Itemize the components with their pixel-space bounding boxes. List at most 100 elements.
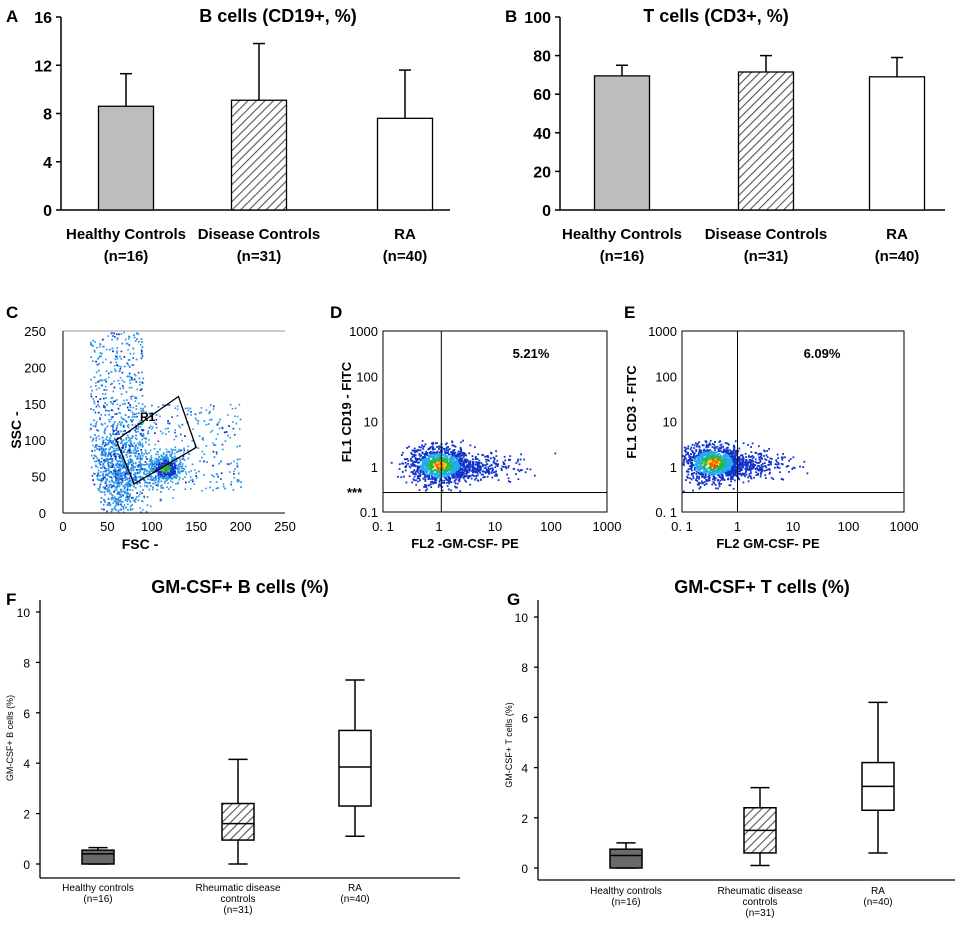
scatter-dot [408, 475, 411, 478]
scatter-dot [703, 454, 706, 457]
scatter-dot [453, 444, 456, 447]
scatter-dot [111, 484, 114, 487]
scatter-dot [157, 479, 160, 482]
scatter-dot [124, 414, 127, 416]
scatter-dot [461, 457, 464, 460]
scatter-dot [123, 472, 126, 474]
scatter-dot [458, 478, 460, 481]
scatter-dot [432, 476, 435, 479]
scatter-dot [123, 486, 126, 488]
scatter-dot [114, 476, 117, 478]
scatter-dot [730, 455, 733, 458]
scatter-dot [174, 472, 176, 475]
scatter-dot [113, 470, 115, 472]
scatter-dot [447, 446, 449, 448]
scatter-dot [201, 450, 204, 453]
scatter-dot [459, 465, 462, 468]
scatter-dot [159, 476, 161, 479]
scatter-dot [422, 461, 424, 464]
scatter-dot [477, 468, 479, 471]
scatter-dot [451, 452, 454, 455]
scatter-dot [777, 462, 780, 464]
scatter-dot [116, 425, 118, 427]
scatter-dot [139, 477, 142, 480]
scatter-dot [519, 458, 522, 461]
scatter-dot [103, 445, 106, 447]
scatter-dot [125, 468, 128, 471]
scatter-dot [188, 453, 190, 455]
scatter-dot [182, 451, 185, 454]
scatter-dot [445, 447, 447, 450]
scatter-dot [101, 446, 103, 448]
scatter-dot [133, 485, 135, 488]
scatter-dot [161, 476, 163, 479]
scatter-dot [108, 472, 110, 474]
scatter-dot [118, 421, 121, 423]
scatter-dot [130, 398, 133, 400]
scatter-dot [179, 460, 182, 462]
scatter-dot [172, 476, 175, 479]
scatter-dot [137, 428, 139, 430]
scatter-dot [453, 458, 455, 460]
scatter-dot [421, 451, 424, 454]
scatter-dot [444, 462, 447, 465]
scatter-dot [100, 501, 102, 503]
scatter-dot [152, 463, 155, 466]
scatter-dot [177, 468, 180, 471]
scatter-dot [764, 477, 767, 479]
scatter-dot [404, 462, 407, 464]
scatter-dot [457, 453, 459, 456]
scatter-dot [170, 472, 173, 474]
scatter-dot [110, 418, 113, 421]
scatter-dot [98, 369, 100, 372]
scatter-dot [469, 475, 472, 477]
scatter-dot [738, 447, 741, 450]
scatter-dot [715, 455, 718, 458]
scatter-dot [155, 419, 158, 421]
scatter-dot [132, 436, 134, 438]
scatter-dot [119, 491, 121, 493]
scatter-dot [115, 498, 118, 500]
scatter-dot [116, 350, 118, 352]
scatter-dot [114, 505, 117, 507]
scatter-dot [146, 485, 148, 488]
scatter-dot [139, 463, 142, 465]
scatter-dot [112, 430, 115, 432]
scatter-dot [91, 440, 94, 442]
scatter-dot [127, 459, 130, 462]
scatter-dot [459, 471, 462, 474]
scatter-dot [174, 466, 177, 469]
scatter-dot [402, 462, 404, 465]
scatter-dot [172, 474, 174, 477]
scatter-dot [450, 489, 452, 492]
scatter-dot [127, 402, 130, 404]
scatter-dot [128, 463, 130, 465]
scatter-dot [115, 447, 118, 450]
scatter-dot [107, 468, 110, 470]
scatter-dot [436, 456, 438, 458]
scatter-dot [132, 406, 135, 409]
scatter-dot [179, 471, 181, 473]
scatter-dot [122, 424, 125, 427]
scatter-dot [95, 444, 97, 447]
scatter-dot [212, 489, 214, 492]
scatter-dot [140, 465, 142, 468]
scatter-dot [698, 460, 701, 463]
scatter-dot [437, 446, 440, 449]
scatter-dot [134, 455, 137, 458]
scatter-dot [453, 461, 456, 463]
scatter-dot [104, 379, 106, 381]
scatter-dot [176, 465, 178, 467]
scatter-dot [469, 469, 471, 472]
scatter-dot [747, 476, 750, 479]
scatter-dot [503, 462, 506, 465]
scatter-dot [482, 465, 484, 467]
scatter-dot [145, 481, 148, 484]
scatter-dot [496, 459, 499, 462]
scatter-dot [176, 408, 179, 411]
scatter-dot [132, 364, 135, 366]
scatter-dot [209, 419, 211, 421]
scatter-dot [450, 469, 453, 472]
scatter-dot [185, 471, 187, 473]
scatter-dot [117, 447, 119, 449]
